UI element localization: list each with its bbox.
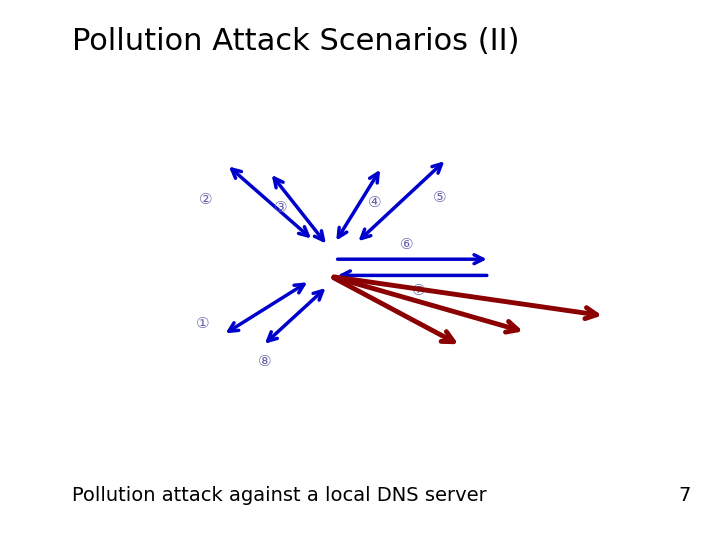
Text: ⑧: ⑧ bbox=[258, 354, 271, 369]
Text: ①: ① bbox=[197, 316, 210, 332]
Text: Pollution Attack Scenarios (II): Pollution Attack Scenarios (II) bbox=[72, 27, 520, 56]
Text: ④: ④ bbox=[368, 195, 381, 210]
Text: ②: ② bbox=[199, 192, 212, 207]
Text: 7: 7 bbox=[679, 486, 691, 505]
Text: ③: ③ bbox=[274, 200, 287, 215]
Text: ⑦: ⑦ bbox=[413, 283, 426, 298]
Text: ⑤: ⑤ bbox=[433, 190, 446, 205]
Text: Pollution attack against a local DNS server: Pollution attack against a local DNS ser… bbox=[72, 486, 487, 505]
Text: ⑥: ⑥ bbox=[400, 237, 413, 252]
